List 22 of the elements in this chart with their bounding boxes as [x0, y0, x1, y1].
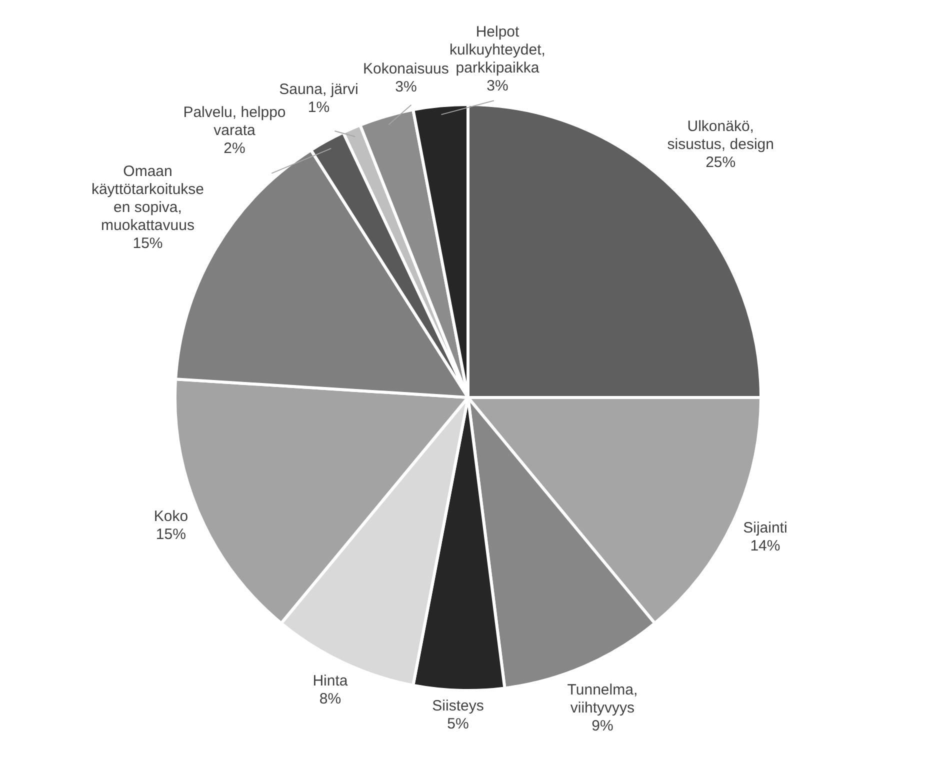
slice-label: Sauna, järvi [279, 81, 358, 98]
slice-label: Ulkonäkö, sisustus, design [667, 118, 774, 154]
data-label: 15% [132, 235, 163, 252]
data-label: 14% [750, 537, 780, 554]
slice-label: Koko [154, 508, 188, 526]
slice-label: Hinta [312, 672, 348, 690]
data-label: 1% [308, 99, 330, 116]
data-label: 8% [319, 690, 342, 708]
slice-label: Helpot kulkuyhteydet, parkkipaikka [450, 24, 546, 77]
data-label: 3% [486, 78, 508, 95]
data-label: 5% [447, 715, 469, 732]
slice-label: Palvelu, helppo varata [183, 104, 286, 140]
data-label: 15% [156, 526, 186, 544]
data-label: 2% [224, 140, 246, 158]
data-label: 3% [395, 78, 417, 96]
slice-label: Tunnelma, viihtyvyys [567, 681, 638, 716]
slice-label: Sijainti [743, 519, 788, 536]
data-label: 9% [592, 717, 614, 734]
slice-label: Omaan käyttötarkoitukseen sopiva, muokattavuus [91, 163, 204, 234]
slice-label: Kokonaisuus [362, 60, 449, 78]
slice-label: Siisteys [432, 697, 484, 714]
data-label: 25% [706, 154, 736, 172]
